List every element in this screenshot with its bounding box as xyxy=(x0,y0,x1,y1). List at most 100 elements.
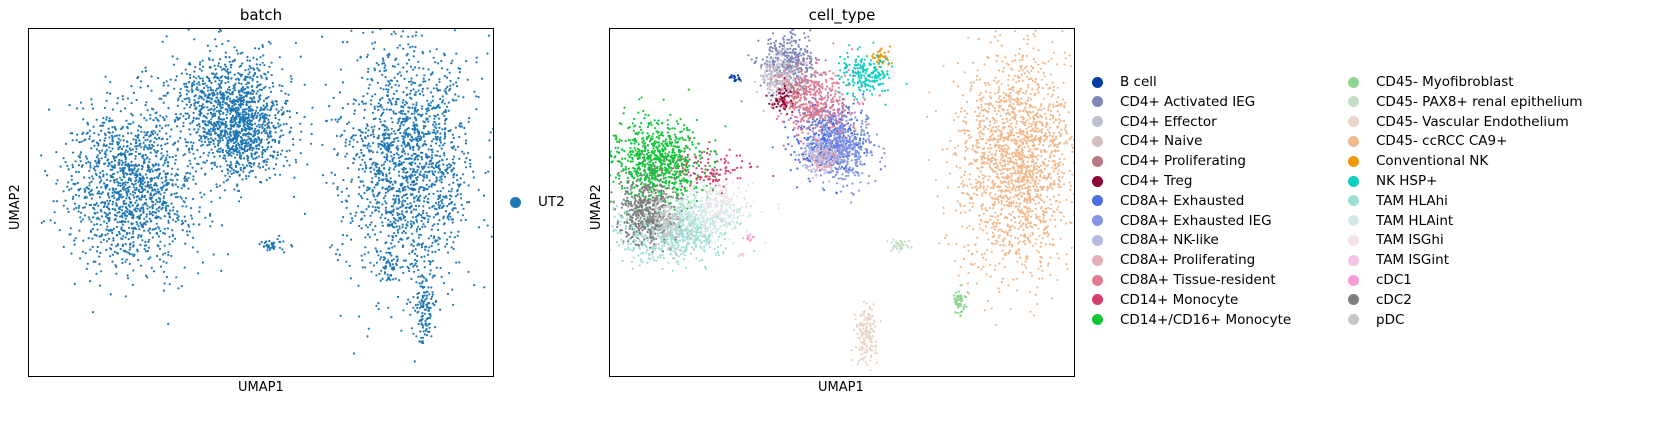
point xyxy=(790,40,793,43)
point xyxy=(761,58,764,61)
point xyxy=(219,109,222,113)
point xyxy=(448,89,451,92)
point xyxy=(238,65,241,68)
point xyxy=(416,142,419,146)
point xyxy=(108,196,111,199)
point xyxy=(219,132,222,135)
point xyxy=(406,302,409,305)
point xyxy=(243,128,246,132)
point xyxy=(126,97,130,100)
point xyxy=(429,314,432,317)
point xyxy=(464,218,467,221)
point xyxy=(208,80,211,83)
point xyxy=(791,32,794,36)
point xyxy=(265,78,268,81)
point xyxy=(204,120,207,123)
point xyxy=(67,181,70,184)
point xyxy=(156,176,159,179)
point xyxy=(402,217,405,220)
point xyxy=(236,109,239,112)
point xyxy=(211,161,214,164)
point xyxy=(321,174,325,177)
point xyxy=(186,86,189,89)
point xyxy=(409,174,412,177)
point xyxy=(269,109,272,112)
point xyxy=(489,131,492,134)
point xyxy=(108,117,111,120)
point xyxy=(407,236,410,239)
point xyxy=(794,48,797,51)
point xyxy=(380,114,383,117)
point xyxy=(426,187,429,190)
point xyxy=(122,200,125,203)
point xyxy=(239,157,242,160)
point xyxy=(159,240,162,243)
point xyxy=(357,176,360,179)
point xyxy=(363,154,366,157)
point xyxy=(116,211,119,214)
point xyxy=(174,154,177,157)
point xyxy=(227,75,230,79)
point xyxy=(208,49,212,52)
point xyxy=(248,144,251,147)
point xyxy=(226,164,229,167)
point xyxy=(137,124,140,128)
point xyxy=(209,225,212,228)
point xyxy=(86,131,89,134)
point xyxy=(200,144,203,147)
point xyxy=(102,238,105,241)
point xyxy=(162,94,165,97)
point xyxy=(427,130,430,133)
point xyxy=(203,86,206,90)
point xyxy=(390,205,393,208)
point xyxy=(241,118,244,121)
point xyxy=(371,130,375,133)
point xyxy=(421,225,424,228)
point xyxy=(397,202,400,205)
point xyxy=(278,240,281,243)
point xyxy=(436,113,440,116)
point xyxy=(432,128,435,131)
point xyxy=(399,238,402,241)
point xyxy=(407,110,410,113)
point xyxy=(377,145,380,148)
point xyxy=(436,89,439,92)
point xyxy=(328,105,331,108)
point xyxy=(238,73,242,76)
point xyxy=(205,84,208,87)
point xyxy=(74,193,78,196)
point xyxy=(264,85,267,88)
point xyxy=(192,178,195,181)
point xyxy=(89,193,92,196)
point xyxy=(371,31,374,34)
point xyxy=(85,186,88,189)
point xyxy=(800,54,803,57)
point xyxy=(375,261,378,264)
point xyxy=(237,100,240,103)
point xyxy=(62,190,65,193)
point xyxy=(171,240,174,243)
point xyxy=(456,179,459,182)
point xyxy=(382,136,386,139)
point xyxy=(125,214,129,218)
point xyxy=(343,129,346,132)
point xyxy=(451,168,454,171)
point xyxy=(406,224,409,227)
point xyxy=(104,215,108,218)
point xyxy=(391,121,394,124)
point xyxy=(150,200,153,203)
point xyxy=(186,112,189,115)
point xyxy=(244,150,247,153)
point xyxy=(122,166,125,169)
point xyxy=(264,150,267,153)
point xyxy=(473,284,476,287)
point xyxy=(249,100,253,104)
point xyxy=(232,142,235,145)
point xyxy=(143,217,146,220)
point xyxy=(422,80,425,83)
point xyxy=(431,259,434,263)
point xyxy=(402,199,405,202)
point xyxy=(268,176,271,180)
point xyxy=(263,241,266,245)
point xyxy=(352,161,355,165)
